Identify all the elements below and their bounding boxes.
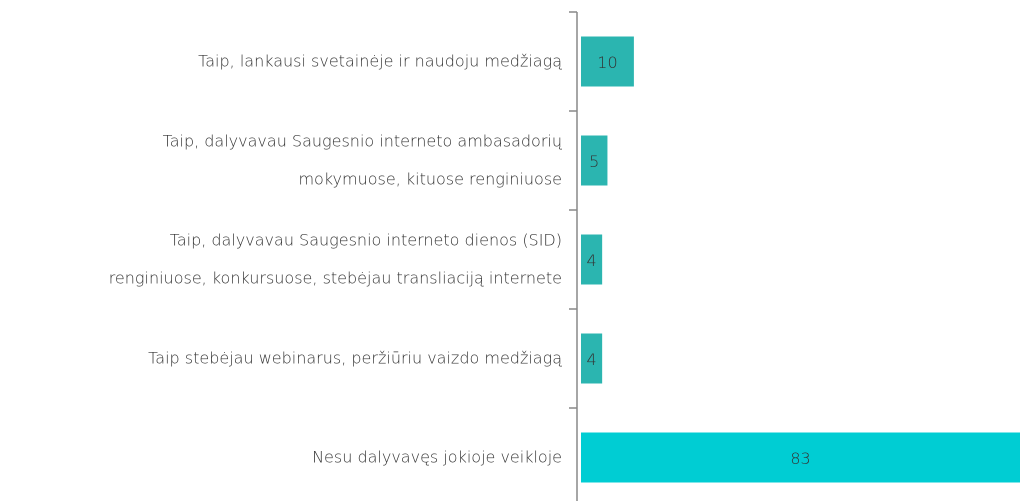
category-label: Taip, dalyvavau Saugesnio interneto dien…: [109, 230, 562, 287]
value-label: 83: [790, 449, 810, 468]
bar: [581, 36, 634, 87]
category-label: Nesu dalyvavęs jokioje veikloje: [312, 447, 562, 466]
value-label: 5: [589, 152, 599, 171]
bar: [581, 135, 608, 186]
bar: [581, 333, 603, 384]
value-label: 4: [586, 350, 596, 369]
value-label: 4: [586, 251, 596, 270]
category-label: Taip, lankausi svetainėje ir naudoju med…: [198, 51, 562, 70]
bar: [581, 234, 603, 285]
value-label: 10: [597, 53, 617, 72]
bar: [581, 432, 1020, 483]
category-label: Taip, dalyvavau Saugesnio interneto amba…: [163, 131, 563, 188]
category-label: Taip stebėjau webinarus, peržiūriu vaizd…: [148, 348, 562, 367]
